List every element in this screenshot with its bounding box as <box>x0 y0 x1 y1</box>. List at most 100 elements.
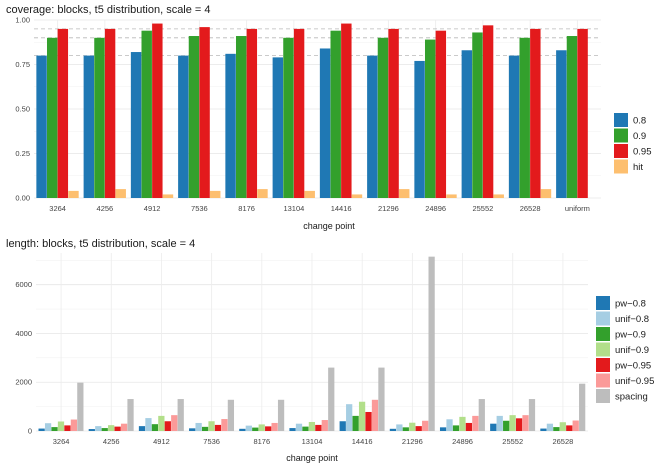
bar <box>402 427 409 431</box>
bar <box>472 415 479 431</box>
legend-label: pw−0.9 <box>615 330 646 341</box>
x-tick-label: 7536 <box>191 204 208 213</box>
bar <box>277 399 285 431</box>
bar <box>272 57 284 198</box>
bar <box>104 28 116 199</box>
bar <box>428 256 435 431</box>
bar <box>57 28 69 199</box>
bar <box>258 424 265 431</box>
x-tick-label: 8176 <box>238 204 255 213</box>
bar <box>422 420 429 431</box>
bar <box>559 422 566 431</box>
x-tick-label: 13104 <box>283 204 304 213</box>
legend-label: unif−0.8 <box>615 314 649 325</box>
bar <box>461 50 473 199</box>
legend-label: hit <box>633 162 643 173</box>
x-tick-label: 4256 <box>97 204 114 213</box>
bar <box>515 418 523 431</box>
bar <box>579 383 586 431</box>
bar <box>225 53 236 198</box>
bar <box>199 27 210 199</box>
bar <box>371 399 379 431</box>
bar <box>328 367 335 431</box>
legend-swatch <box>596 327 610 341</box>
x-tick-label: 21296 <box>402 437 423 446</box>
bar <box>424 39 436 198</box>
bar <box>321 420 328 431</box>
x-tick-label: 24896 <box>425 204 446 213</box>
bar <box>177 399 184 431</box>
bar <box>164 421 171 431</box>
bar <box>540 428 547 431</box>
bar <box>95 426 102 431</box>
bar <box>528 399 536 431</box>
bar <box>295 423 303 431</box>
x-tick-label: 25552 <box>502 437 523 446</box>
bar <box>130 52 142 198</box>
bar <box>114 426 121 431</box>
bar <box>208 421 215 431</box>
legend-swatch <box>614 128 628 143</box>
legend-label: unif−0.9 <box>615 345 649 356</box>
bar <box>257 189 268 198</box>
bar <box>94 37 105 198</box>
bar <box>415 426 422 431</box>
x-tick-label: 8176 <box>253 437 270 446</box>
length-chart: length: blocks, t5 distribution, scale =… <box>6 238 654 463</box>
bar <box>367 55 378 198</box>
y-tick-label: 0.25 <box>15 149 30 158</box>
x-tick-label: 4912 <box>144 204 161 213</box>
bar <box>490 423 497 431</box>
bar <box>120 423 128 431</box>
x-tick-label: 4912 <box>153 437 170 446</box>
bar <box>493 194 504 198</box>
bar <box>68 190 79 198</box>
x-tick-label: 24896 <box>452 437 473 446</box>
bar <box>151 424 159 431</box>
legend-swatch <box>596 389 610 403</box>
bar <box>265 426 272 431</box>
legend-swatch <box>596 358 610 372</box>
legend-label: 0.95 <box>633 147 652 158</box>
y-tick-label: 1.00 <box>15 16 30 25</box>
bar <box>503 420 510 431</box>
bar <box>388 28 399 199</box>
x-tick-label: 7536 <box>203 437 220 446</box>
bar <box>522 415 529 431</box>
bar <box>496 415 503 431</box>
bar <box>341 23 352 199</box>
bar <box>304 190 315 198</box>
bar <box>352 415 359 431</box>
bar <box>315 424 322 431</box>
bar <box>252 427 259 431</box>
bar <box>57 421 65 431</box>
bar <box>38 428 45 431</box>
bar <box>115 189 126 198</box>
bar <box>377 37 389 198</box>
bar <box>70 419 78 431</box>
bar <box>346 404 353 431</box>
bar <box>339 421 346 431</box>
legend-label: 0.9 <box>633 131 646 142</box>
bar <box>46 37 58 198</box>
bar <box>214 424 222 431</box>
legend-swatch <box>596 311 610 326</box>
bar <box>546 423 554 431</box>
bar <box>459 416 466 431</box>
bar <box>530 28 541 199</box>
bar <box>152 23 163 199</box>
bar <box>577 28 588 199</box>
coverage-chart: coverage: blocks, t5 distribution, scale… <box>6 4 652 231</box>
bar <box>289 428 296 431</box>
bar <box>389 428 397 431</box>
bar <box>221 419 228 431</box>
bar <box>246 28 258 199</box>
chart-title: length: blocks, t5 distribution, scale =… <box>6 238 195 250</box>
bar <box>201 426 209 431</box>
legend-swatch <box>596 373 610 388</box>
x-tick-label: 25552 <box>472 204 493 213</box>
legend-label: pw−0.95 <box>615 361 651 372</box>
bar <box>64 425 71 431</box>
bar <box>171 415 178 431</box>
bar <box>51 427 58 431</box>
